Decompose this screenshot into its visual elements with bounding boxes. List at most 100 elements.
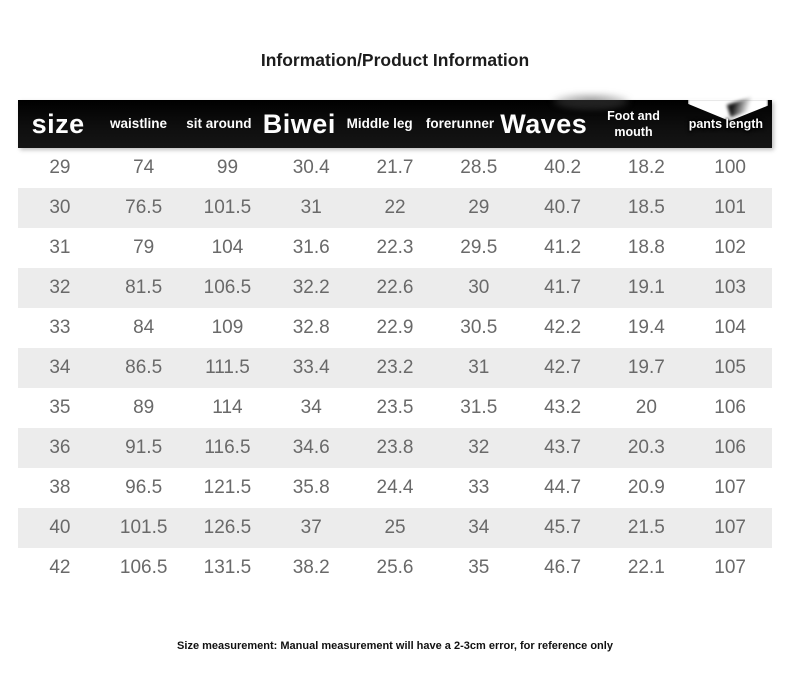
table-cell: 21.5 [627, 517, 665, 538]
table-cell: 32 [468, 437, 490, 458]
table-cell: 100 [714, 157, 746, 178]
table-cell: 106 [714, 397, 746, 418]
header-cell-waves: Waves [500, 108, 588, 139]
table-cell: 30.5 [460, 317, 498, 338]
table-cell: 111.5 [205, 357, 250, 378]
table-cell: 29.5 [460, 237, 498, 258]
table-cell: 22.6 [376, 277, 414, 298]
table-cell: 101 [714, 197, 746, 218]
table-cell: 29 [468, 197, 490, 218]
header-row: size waistline sit around Biwei Middle leg fo… [18, 100, 772, 148]
table-cell: 34.6 [292, 437, 330, 458]
table-cell: 34 [49, 357, 71, 378]
table-row: 30 76.5 101.5 31 22 29 40.7 18.5 101 [18, 188, 772, 228]
table-cell: 46.7 [544, 557, 582, 578]
table-cell: 106.5 [203, 277, 252, 298]
table-cell: 21.7 [376, 157, 414, 178]
table-cell: 22.3 [376, 237, 414, 258]
table-cell: 28.5 [460, 157, 498, 178]
table-cell: 20.9 [627, 477, 665, 498]
table-cell: 79 [133, 237, 155, 258]
table-cell: 23.2 [376, 357, 414, 378]
table-cell: 42 [49, 557, 71, 578]
table-cell: 107 [714, 557, 746, 578]
page-title: Information/Product Information [260, 50, 530, 70]
table-cell: 22.9 [376, 317, 414, 338]
shadow-smudge [552, 93, 630, 110]
table-cell: 23.5 [376, 397, 414, 418]
size-table-body: 29 74 99 30.4 21.7 28.5 40.2 18.2 100 30 76.5 101.5… [18, 148, 772, 588]
table-cell: 101.5 [203, 197, 252, 218]
table-cell: 43.2 [544, 397, 582, 418]
table-row: 42 106.5 131.5 38.2 25.6 35 46.7 22.1 107 [18, 548, 772, 588]
table-cell: 33 [468, 477, 490, 498]
table-cell: 31 [468, 357, 490, 378]
table-cell: 101.5 [119, 517, 168, 538]
table-cell: 41.2 [544, 237, 582, 258]
table-cell: 107 [714, 517, 746, 538]
table-cell: 105 [714, 357, 746, 378]
table-cell: 22 [384, 197, 406, 218]
table-cell: 38.2 [292, 557, 330, 578]
table-cell: 106 [714, 437, 746, 458]
table-cell: 32.2 [292, 277, 330, 298]
table-cell: 20 [635, 397, 657, 418]
table-cell: 43.7 [544, 437, 582, 458]
table-cell: 35 [49, 397, 71, 418]
table-cell: 40.2 [544, 157, 582, 178]
table-cell: 30 [468, 277, 490, 298]
table-cell: 74 [133, 157, 155, 178]
table-row: 38 96.5 121.5 35.8 24.4 33 44.7 20.9 107 [18, 468, 772, 508]
table-row: 33 84 109 32.8 22.9 30.5 42.2 19.4 104 [18, 308, 772, 348]
table-cell: 96.5 [125, 477, 163, 498]
table-cell: 38 [49, 477, 71, 498]
table-cell: 41.7 [544, 277, 582, 298]
table-cell: 40.7 [544, 197, 582, 218]
table-cell: 131.5 [203, 557, 252, 578]
table-cell: 121.5 [203, 477, 252, 498]
table-cell: 31.5 [460, 397, 498, 418]
table-cell: 102 [714, 237, 746, 258]
table-cell: 99 [216, 157, 239, 178]
size-table: size waistline sit around Biwei Middle leg fo… [18, 93, 772, 588]
table-cell: 31 [300, 197, 322, 218]
table-cell: 33 [49, 317, 71, 338]
header-cell-foot-and-mouth: Foot and mouth [607, 108, 660, 139]
table-row: 31 79 104 31.6 22.3 29.5 41.2 18.8 102 [18, 228, 772, 268]
table-cell: 45.7 [544, 517, 582, 538]
header-cell-waistline: waistline [110, 115, 168, 131]
table-cell: 32.8 [292, 317, 330, 338]
table-cell: 42.2 [544, 317, 582, 338]
table-cell: 35 [468, 557, 490, 578]
table-row: 29 74 99 30.4 21.7 28.5 40.2 18.2 100 [18, 148, 772, 188]
header-cell-size: size [31, 108, 85, 139]
table-cell: 19.4 [627, 317, 665, 338]
table-cell: 109 [211, 317, 244, 338]
table-cell: 36 [49, 437, 71, 458]
table-cell: 33.4 [292, 357, 330, 378]
table-cell: 104 [211, 237, 244, 258]
table-cell: 126.5 [203, 517, 252, 538]
table-cell: 31.6 [292, 237, 330, 258]
table-cell: 116.5 [204, 437, 251, 458]
table-cell: 44.7 [544, 477, 582, 498]
table-cell: 24.4 [376, 477, 414, 498]
header-cell-middle-leg: Middle leg [346, 115, 413, 131]
table-cell: 106.5 [119, 557, 168, 578]
table-cell: 34 [300, 397, 322, 418]
table-cell: 89 [133, 397, 155, 418]
table-row: 34 86.5 111.5 33.4 23.2 31 42.7 19.7 105 [18, 348, 772, 388]
table-cell: 107 [714, 477, 746, 498]
table-cell: 37 [300, 517, 322, 538]
table-cell: 114 [212, 397, 243, 418]
table-cell: 19.1 [627, 277, 665, 298]
table-cell: 91.5 [125, 437, 163, 458]
size-table-header: size waistline sit around Biwei Middle leg fo… [18, 93, 772, 148]
table-row: 32 81.5 106.5 32.2 22.6 30 41.7 19.1 103 [18, 268, 772, 308]
table-cell: 18.5 [627, 197, 665, 218]
header-cell-sit-around: sit around [186, 115, 252, 131]
table-cell: 104 [714, 317, 746, 338]
table-cell: 30 [49, 197, 71, 218]
table-row: 35 89 114 34 23.5 31.5 43.2 20 106 [18, 388, 772, 428]
